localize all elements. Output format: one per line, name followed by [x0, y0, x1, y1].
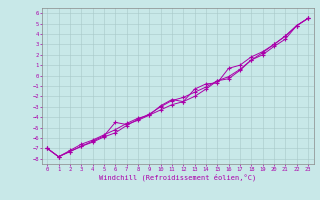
X-axis label: Windchill (Refroidissement éolien,°C): Windchill (Refroidissement éolien,°C)	[99, 173, 256, 181]
